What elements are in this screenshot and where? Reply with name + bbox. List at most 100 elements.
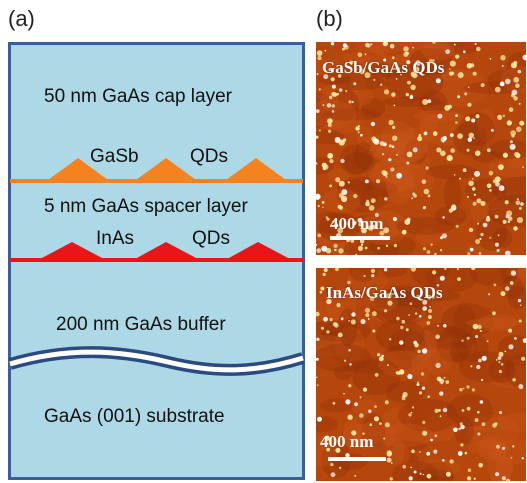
afm-texture — [416, 227, 442, 246]
quantum-dot-spot — [478, 358, 482, 363]
quantum-dot-spot — [480, 378, 484, 382]
afm-texture — [488, 156, 526, 178]
quantum-dot-spot — [489, 236, 492, 239]
quantum-dot-spot — [508, 344, 514, 350]
quantum-dot-spot — [426, 295, 432, 300]
quantum-dot-spot — [385, 175, 388, 178]
quantum-dot-spot — [448, 208, 453, 213]
quantum-dot-spot — [457, 95, 461, 99]
afm-texture — [391, 443, 410, 466]
quantum-dot-spot — [418, 315, 422, 318]
afm-top-title: GaSb/GaAs QDs — [322, 58, 445, 77]
quantum-dot-spot — [439, 275, 445, 281]
quantum-dot-spot — [342, 43, 347, 48]
quantum-dot-spot — [338, 248, 344, 254]
quantum-dot-spot — [434, 252, 437, 255]
afm-texture — [464, 81, 524, 95]
afm-texture — [327, 168, 349, 183]
quantum-dot-spot — [502, 152, 508, 158]
quantum-dot-spot — [468, 227, 474, 233]
quantum-dot-spot — [449, 68, 451, 70]
afm-image-inas — [316, 268, 526, 481]
quantum-dot-spot — [501, 476, 506, 481]
quantum-dot-spot — [414, 312, 418, 315]
quantum-dot-spot — [458, 427, 461, 431]
quantum-dot-spot — [435, 334, 440, 340]
quantum-dot-spot — [316, 243, 318, 246]
quantum-dot-spot — [389, 477, 393, 481]
quantum-dot-spot — [472, 71, 477, 76]
afm-texture — [404, 329, 438, 361]
quantum-dot-spot — [419, 472, 422, 475]
quantum-dot-spot — [387, 300, 393, 306]
afm-texture — [507, 285, 526, 309]
quantum-dot-spot — [417, 381, 419, 384]
spacer-layer-label: 5 nm GaAs spacer layer — [44, 196, 248, 217]
quantum-dot-spot — [464, 451, 468, 455]
quantum-dot-spot — [364, 307, 371, 313]
afm-texture — [386, 167, 414, 205]
quantum-dot-spot — [422, 473, 425, 476]
afm-texture — [453, 305, 476, 338]
quantum-dot-spot — [369, 423, 373, 426]
quantum-dot-spot — [327, 123, 332, 127]
quantum-dot-spot — [321, 200, 325, 204]
afm-texture — [348, 268, 378, 282]
quantum-dot-spot — [495, 472, 500, 477]
quantum-dot-spot — [432, 42, 436, 44]
quantum-dot-spot — [519, 304, 522, 306]
quantum-dot-spot — [462, 387, 465, 390]
quantum-dot-spot — [413, 470, 417, 474]
quantum-dot-spot — [475, 239, 481, 245]
quantum-dot-spot — [382, 171, 388, 177]
quantum-dot-spot — [400, 73, 402, 76]
quantum-dot-spot — [316, 337, 320, 341]
afm-texture — [370, 289, 424, 324]
quantum-dot-spot — [457, 72, 464, 79]
quantum-dot-spot — [370, 121, 376, 127]
quantum-dot-spot — [417, 349, 421, 354]
afm-texture — [502, 275, 524, 300]
quantum-dot-spot — [372, 311, 377, 317]
quantum-dot-spot — [520, 202, 524, 206]
quantum-dot-spot — [406, 151, 413, 158]
afm-texture — [316, 343, 372, 372]
quantum-dot-spot — [317, 55, 322, 61]
quantum-dot-spot — [328, 67, 332, 72]
afm-texture — [486, 366, 526, 389]
quantum-dot-spot — [477, 432, 481, 436]
afm-texture — [365, 62, 409, 79]
quantum-dot-spot — [384, 309, 388, 313]
quantum-dot-spot — [522, 338, 526, 343]
quantum-dot-spot — [469, 247, 474, 252]
afm-texture — [316, 211, 353, 235]
quantum-dot-spot — [509, 281, 514, 285]
quantum-dot-spot — [473, 137, 475, 139]
quantum-dot-spot — [496, 249, 500, 252]
afm-texture — [316, 83, 375, 109]
quantum-dot-spot — [379, 141, 385, 146]
quantum-dot-spot — [467, 137, 472, 142]
afm-texture — [383, 344, 424, 369]
quantum-dot-spot — [411, 449, 415, 453]
quantum-dot-spot — [363, 274, 366, 278]
quantum-dot-spot — [392, 135, 398, 141]
quantum-dot-spot — [512, 378, 516, 382]
quantum-dot-spot — [347, 181, 350, 184]
afm-texture — [352, 421, 397, 452]
quantum-dot-spot — [494, 86, 501, 93]
quantum-dot-spot — [415, 60, 421, 66]
quantum-dot-spot — [345, 287, 350, 292]
quantum-dot-spot — [383, 437, 386, 440]
afm-texture — [368, 157, 425, 191]
quantum-dot-spot — [383, 89, 390, 95]
quantum-dot-spot — [515, 200, 521, 206]
quantum-dot-spot — [443, 376, 446, 379]
quantum-dot-spot — [323, 268, 328, 272]
quantum-dot-spot — [360, 243, 364, 246]
quantum-dot-spot — [373, 138, 380, 145]
quantum-dot-spot — [455, 224, 459, 228]
quantum-dot-spot — [510, 270, 517, 276]
quantum-dot-spot — [410, 411, 413, 414]
quantum-dot-spot — [391, 145, 395, 148]
